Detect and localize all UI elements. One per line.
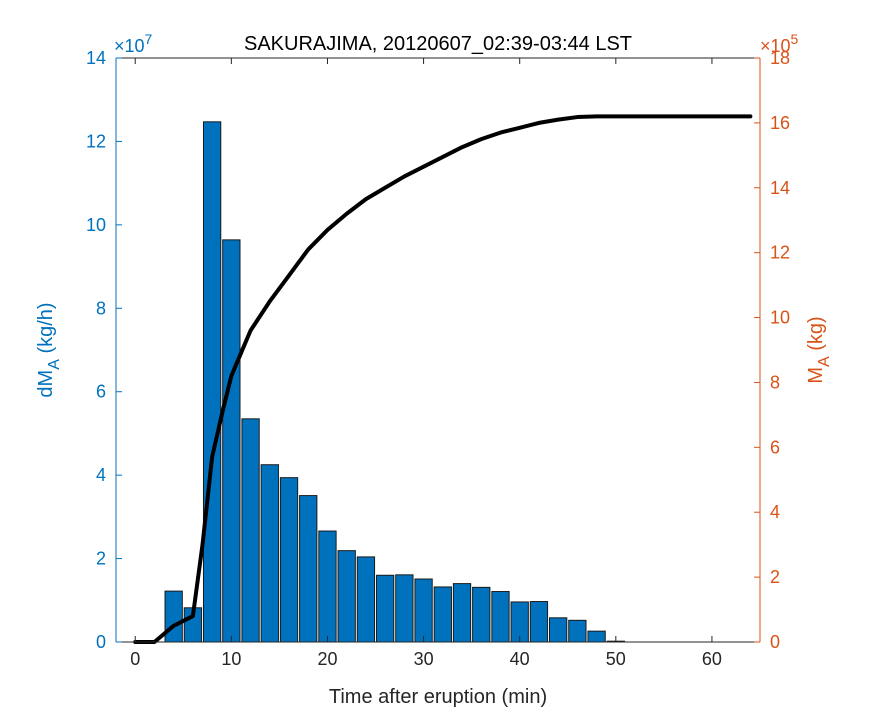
left-ylabel-main: dM bbox=[35, 370, 57, 398]
right-exponent-power: 5 bbox=[791, 31, 799, 47]
left-exponent-power: 7 bbox=[145, 31, 153, 47]
x-tick-label: 60 bbox=[702, 649, 722, 669]
left-tick-label: 14 bbox=[86, 48, 106, 68]
right-tick-label: 2 bbox=[770, 567, 780, 587]
bar bbox=[202, 121, 222, 643]
left-tick-label: 0 bbox=[96, 632, 106, 652]
bar bbox=[222, 239, 241, 643]
bar bbox=[337, 550, 356, 643]
axes: 0 10 20 30 40 50 60 0 2 4 6 8 10 12 14 0 2 4 6 8 10 12 14 16 18 bbox=[86, 48, 790, 669]
left-tick-label: 8 bbox=[96, 298, 106, 318]
x-tick-label: 0 bbox=[130, 649, 140, 669]
x-tick-label: 10 bbox=[221, 649, 241, 669]
left-ylabel-sub: A bbox=[46, 359, 63, 370]
bar bbox=[375, 574, 395, 643]
right-tick-label: 14 bbox=[770, 178, 790, 198]
x-tick-label: 50 bbox=[606, 649, 626, 669]
right-tick-label: 12 bbox=[770, 243, 790, 263]
bar bbox=[472, 586, 491, 643]
right-axis-exponent: ×105 bbox=[760, 31, 799, 56]
right-tick-label: 6 bbox=[770, 437, 780, 457]
bar bbox=[549, 617, 568, 643]
bar bbox=[299, 495, 318, 643]
left-tick-label: 12 bbox=[86, 131, 106, 151]
left-tick-label: 6 bbox=[96, 382, 106, 402]
left-tick-label: 2 bbox=[96, 549, 106, 569]
x-tick-label: 20 bbox=[317, 649, 337, 669]
cumulative-line bbox=[133, 114, 753, 644]
bar bbox=[318, 530, 337, 643]
right-ylabel-tail: (kg) bbox=[805, 316, 827, 356]
bar bbox=[587, 630, 606, 643]
right-tick-label: 10 bbox=[770, 308, 790, 328]
left-axis-exponent: ×107 bbox=[114, 31, 153, 56]
bar bbox=[433, 586, 452, 643]
x-axis-label: Time after eruption (min) bbox=[329, 686, 547, 708]
right-tick-label: 4 bbox=[770, 502, 780, 522]
bar bbox=[241, 418, 260, 643]
bar bbox=[260, 464, 279, 643]
right-exponent-base: ×10 bbox=[760, 36, 791, 56]
bar bbox=[395, 574, 414, 643]
right-tick-label: 0 bbox=[770, 632, 780, 652]
bar bbox=[452, 583, 472, 643]
left-y-axis-label: dMA (kg/h) bbox=[35, 302, 63, 397]
cumulative-line-series bbox=[133, 114, 753, 644]
right-y-axis-label: MA (kg) bbox=[805, 316, 833, 383]
right-ylabel-sub: A bbox=[816, 356, 833, 367]
bar bbox=[279, 477, 299, 643]
bar bbox=[491, 591, 510, 643]
bar bbox=[510, 601, 529, 643]
x-tick-label: 40 bbox=[510, 649, 530, 669]
right-tick-label: 8 bbox=[770, 372, 780, 392]
left-ylabel-tail: (kg/h) bbox=[35, 302, 57, 359]
chart-title: SAKURAJIMA, 20120607_02:39-03:44 LST bbox=[244, 33, 632, 55]
left-exponent-base: ×10 bbox=[114, 36, 145, 56]
bar bbox=[529, 601, 549, 643]
x-tick-label: 30 bbox=[414, 649, 434, 669]
bar bbox=[164, 590, 183, 643]
bar bbox=[414, 578, 433, 643]
right-ylabel-main: M bbox=[805, 367, 827, 384]
left-tick-label: 4 bbox=[96, 465, 106, 485]
right-tick-label: 18 bbox=[770, 48, 790, 68]
bar bbox=[568, 619, 587, 643]
right-tick-label: 16 bbox=[770, 113, 790, 133]
left-tick-label: 10 bbox=[86, 215, 106, 235]
bar bbox=[356, 556, 376, 643]
